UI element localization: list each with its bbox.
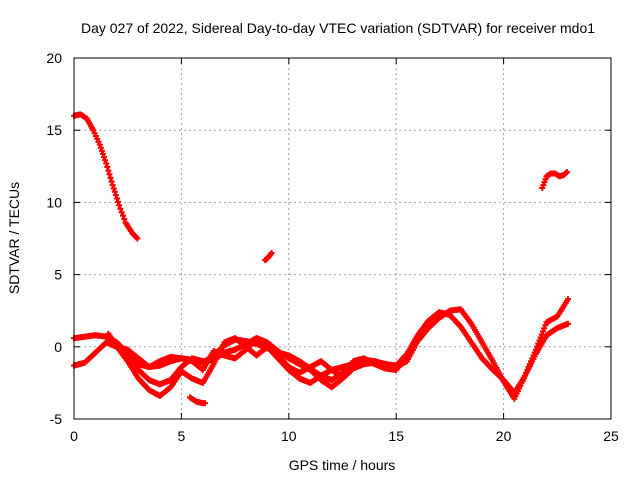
- data-point: [565, 320, 572, 327]
- plot-frame: [73, 57, 612, 420]
- data-point: [107, 174, 114, 181]
- y-tick-label: 5: [54, 267, 62, 283]
- data-point: [97, 144, 104, 151]
- x-tick-label: 20: [496, 428, 512, 444]
- data-point: [116, 202, 123, 209]
- data-point: [565, 296, 572, 303]
- y-tick-label: 15: [46, 122, 62, 138]
- chart-title: Day 027 of 2022, Sidereal Day-to-day VTE…: [81, 20, 595, 36]
- data-point: [111, 188, 118, 195]
- y-tick-label: 0: [54, 339, 62, 355]
- data-point: [104, 164, 111, 171]
- series-arc-high-end: [539, 169, 570, 191]
- x-tick-label: 10: [281, 428, 297, 444]
- data-point: [117, 205, 124, 212]
- data-point: [105, 167, 112, 174]
- y-axis-title: SDTVAR / TECUs: [6, 182, 22, 294]
- data-point: [403, 352, 410, 359]
- data-point: [108, 178, 115, 185]
- data-point: [118, 209, 125, 216]
- data-point: [536, 337, 543, 344]
- data-point: [532, 346, 539, 353]
- data-point: [103, 160, 110, 167]
- data-point: [106, 171, 113, 178]
- data-point: [115, 198, 122, 205]
- data-point: [563, 169, 570, 176]
- data-point: [101, 154, 108, 161]
- x-tick-label: 0: [70, 428, 78, 444]
- x-axis-title: GPS time / hours: [289, 457, 396, 473]
- data-point: [121, 216, 128, 223]
- data-point: [110, 185, 117, 192]
- data-point: [202, 400, 209, 407]
- data-point: [119, 212, 126, 219]
- data-point: [534, 343, 541, 350]
- data-point: [538, 331, 545, 338]
- data-point: [96, 141, 103, 148]
- data-point: [268, 249, 275, 256]
- data-point: [112, 192, 119, 199]
- data-point: [539, 328, 546, 335]
- x-tick-label: 15: [388, 428, 404, 444]
- data-point: [542, 322, 549, 329]
- data-point: [113, 195, 120, 202]
- data-point: [134, 235, 141, 242]
- data-points: [71, 111, 572, 407]
- data-point: [541, 325, 548, 332]
- y-tick-label: 20: [46, 50, 62, 66]
- series-arc-high-start: [71, 111, 141, 242]
- data-point: [537, 334, 544, 341]
- y-tick-label: 10: [46, 194, 62, 210]
- y-tick-label: -5: [50, 411, 63, 427]
- series-arc-mid-9h: [262, 249, 275, 264]
- data-point: [99, 151, 106, 158]
- data-point: [98, 147, 105, 154]
- data-point: [102, 157, 109, 164]
- series-arc-short: [186, 394, 209, 407]
- data-point: [535, 340, 542, 347]
- x-tick-label: 5: [178, 428, 186, 444]
- axis-ticks: 0 5 10 15 20 25 -5 0 5 10 15 20: [46, 50, 619, 444]
- x-tick-label: 25: [603, 428, 619, 444]
- series-arc-d: [113, 336, 410, 381]
- data-point: [109, 182, 116, 189]
